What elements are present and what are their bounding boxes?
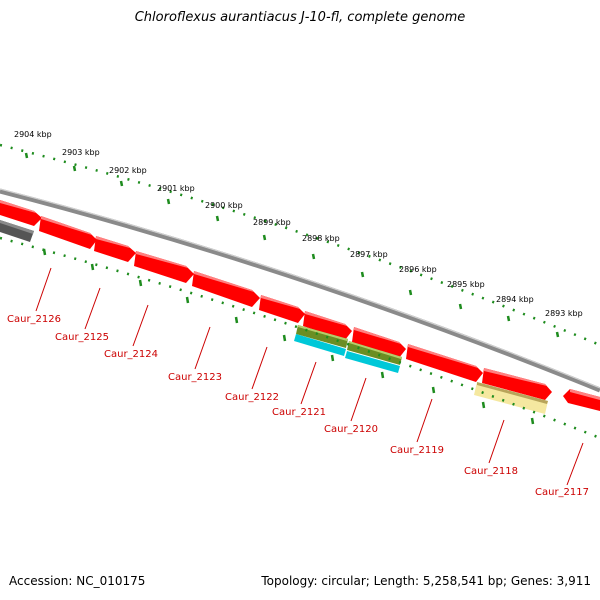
cds-arrow — [303, 311, 352, 340]
olive-bar — [296, 325, 348, 348]
cds-arrow — [134, 251, 194, 283]
cds-arrow — [259, 295, 305, 323]
leader-line — [84, 287, 101, 330]
cds-track — [0, 200, 600, 411]
leader-line — [251, 346, 268, 390]
olive-bar — [347, 341, 402, 365]
olive-bar-highlight — [298, 325, 348, 341]
olive-bar-highlight — [349, 341, 402, 359]
major-tick — [234, 316, 239, 324]
leader-lines — [35, 267, 584, 486]
major-tick — [330, 354, 335, 362]
cds-arrow — [192, 271, 260, 307]
major-tick — [215, 215, 220, 222]
outer-major-ticks — [24, 152, 560, 338]
cds-arrow — [0, 200, 42, 226]
major-tick — [311, 253, 316, 260]
major-tick — [431, 386, 436, 394]
major-tick — [458, 303, 463, 310]
leader-line — [35, 267, 52, 312]
cds-arrow — [563, 389, 600, 411]
inner-major-ticks — [42, 248, 535, 425]
major-tick — [530, 417, 535, 425]
gene-label: Caur_2118 — [464, 466, 518, 477]
major-tick — [282, 334, 287, 342]
gene-label: Caur_2120 — [324, 424, 378, 435]
genome-stats-text: Topology: circular; Length: 5,258,541 bp… — [261, 574, 591, 588]
leader-line — [300, 361, 317, 405]
leader-line — [416, 398, 433, 443]
gene-label: Caur_2123 — [168, 372, 222, 383]
major-tick — [262, 234, 267, 241]
major-tick — [481, 401, 486, 409]
major-tick — [166, 198, 171, 205]
major-tick — [24, 152, 29, 159]
gene-label: Caur_2117 — [535, 487, 589, 498]
major-tick — [555, 331, 560, 338]
gene-label: Caur_2119 — [390, 445, 444, 456]
gene-labels: Caur_2126 Caur_2125 Caur_2124 Caur_2123 … — [7, 314, 589, 498]
major-tick — [119, 180, 124, 187]
kbp-label: 2901 kbp — [157, 184, 195, 193]
leader-line — [350, 377, 367, 422]
gene-label: Caur_2121 — [272, 407, 326, 418]
major-tick — [138, 279, 143, 287]
major-tick — [90, 263, 95, 271]
major-tick — [185, 296, 190, 304]
cds-arrow — [94, 236, 136, 262]
major-tick — [42, 248, 47, 256]
major-tick — [380, 371, 385, 379]
cds-arrow — [482, 368, 552, 400]
major-tick — [72, 165, 77, 172]
pale-yellow-bar — [474, 382, 548, 414]
gene-label: Caur_2126 — [7, 314, 61, 325]
kbp-label: 2903 kbp — [62, 148, 100, 157]
kbp-label: 2896 kbp — [399, 265, 437, 274]
gene-label: Caur_2124 — [104, 349, 158, 360]
pale-yellow-bar-edge — [477, 382, 548, 404]
cds-arrow — [39, 216, 97, 249]
kbp-label: 2900 kbp — [205, 201, 243, 210]
cyan-bar — [294, 334, 346, 356]
kbp-label: 2894 kbp — [496, 295, 534, 304]
leader-line — [194, 326, 211, 370]
leader-line — [132, 304, 149, 347]
kbp-label: 2898 kbp — [302, 234, 340, 243]
kbp-label: 2899 kbp — [253, 218, 291, 227]
cyan-bar — [345, 351, 400, 373]
kbp-label: 2895 kbp — [447, 280, 485, 289]
kbp-labels: 2904 kbp 2903 kbp 2902 kbp 2901 kbp 2900… — [14, 130, 583, 318]
kbp-label: 2904 kbp — [14, 130, 52, 139]
backbone-highlight — [0, 188, 600, 389]
map-title: Chloroflexus aurantiacus J-10-fl, comple… — [134, 10, 466, 25]
major-tick — [506, 315, 511, 322]
cds-arrow — [406, 344, 483, 382]
cds-arrow — [352, 327, 406, 358]
kbp-label: 2893 kbp — [545, 309, 583, 318]
major-tick — [408, 289, 413, 296]
leader-line — [566, 442, 584, 486]
accession-text: Accession: NC_010175 — [9, 574, 146, 588]
gene-label: Caur_2125 — [55, 332, 109, 343]
kbp-label: 2902 kbp — [109, 166, 147, 175]
major-tick — [360, 271, 365, 278]
kbp-label: 2897 kbp — [350, 250, 388, 259]
dark-gene-highlight — [0, 220, 34, 234]
backbone — [0, 188, 600, 393]
feature-bars — [294, 325, 548, 414]
gene-label: Caur_2122 — [225, 392, 279, 403]
leader-line — [488, 419, 505, 464]
